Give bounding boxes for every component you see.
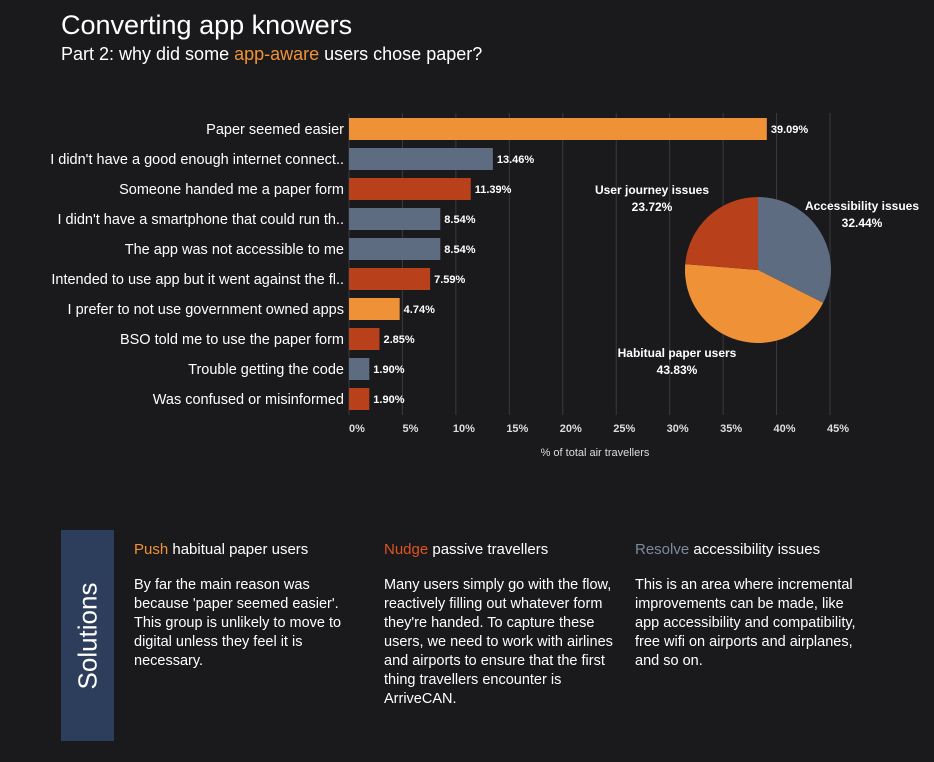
category-label: Someone handed me a paper form bbox=[119, 182, 344, 198]
x-tick-label: 45% bbox=[827, 423, 849, 435]
bar-value-label: 11.39% bbox=[475, 184, 512, 196]
bar bbox=[349, 118, 767, 140]
category-label: I didn't have a smartphone that could ru… bbox=[57, 212, 344, 228]
category-label: I didn't have a good enough internet con… bbox=[50, 152, 344, 168]
page-title: Converting app knowers bbox=[61, 10, 353, 40]
solution-heading: Nudge passive travellers bbox=[384, 540, 616, 560]
solution-nudge: Nudge passive travellers Many users simp… bbox=[384, 540, 616, 709]
bar bbox=[349, 208, 441, 230]
x-tick-label: 30% bbox=[667, 423, 689, 435]
bar bbox=[349, 298, 400, 320]
bar-value-label: 2.85% bbox=[383, 334, 414, 346]
solution-push: Push habitual paper users By far the mai… bbox=[134, 540, 366, 671]
bar-value-label: 8.54% bbox=[444, 244, 475, 256]
pie-slice bbox=[685, 197, 758, 270]
solution-body: By far the main reason was because 'pape… bbox=[134, 577, 342, 669]
x-tick-label: 40% bbox=[774, 423, 796, 435]
pie-slice bbox=[758, 197, 831, 303]
category-label: Was confused or misinformed bbox=[153, 392, 344, 408]
solution-heading-text: habitual paper users bbox=[168, 541, 309, 558]
bar-value-label: 8.54% bbox=[444, 214, 475, 226]
category-label: Trouble getting the code bbox=[188, 362, 344, 378]
pie-slice-label: User journey issues bbox=[595, 183, 709, 197]
x-tick-label: 35% bbox=[720, 423, 742, 435]
bar-value-label: 1.90% bbox=[373, 394, 404, 406]
pie-slice-label: Habitual paper users bbox=[618, 346, 737, 360]
solution-resolve: Resolve accessibility issues This is an … bbox=[635, 540, 867, 671]
bar-value-label: 39.09% bbox=[771, 124, 809, 136]
pie-slice-value: 23.72% bbox=[632, 200, 673, 214]
bar bbox=[349, 238, 441, 260]
category-label: The app was not accessible to me bbox=[125, 242, 344, 258]
category-label: BSO told me to use the paper form bbox=[120, 332, 344, 348]
solution-heading-text: accessibility issues bbox=[689, 541, 821, 558]
bar bbox=[349, 148, 493, 170]
category-label: Paper seemed easier bbox=[206, 122, 344, 138]
bar bbox=[349, 358, 370, 380]
bar bbox=[349, 388, 370, 410]
subtitle-suffix: users chose paper? bbox=[319, 44, 483, 64]
category-label: Intended to use app but it went against … bbox=[51, 272, 344, 288]
category-label: I prefer to not use government owned app… bbox=[68, 302, 344, 318]
pie-chart: Accessibility issues 32.44% Habitual paper… bbox=[595, 183, 919, 377]
bar-value-label: 1.90% bbox=[373, 364, 404, 376]
subtitle-prefix: Part 2: why did some bbox=[61, 44, 235, 64]
solution-keyword: Nudge bbox=[384, 541, 429, 558]
x-tick-label: 10% bbox=[453, 423, 475, 435]
x-tick-label: 25% bbox=[613, 423, 635, 435]
page-subtitle: Part 2: why did some app-aware users cho… bbox=[61, 44, 482, 65]
solution-body: This is an area where incremental improv… bbox=[635, 577, 856, 669]
solutions-label: Solutions bbox=[72, 582, 102, 689]
x-tick-label: 5% bbox=[402, 423, 418, 435]
pie-slice-label: Accessibility issues bbox=[805, 199, 919, 213]
x-tick-label: 20% bbox=[560, 423, 582, 435]
solution-heading: Resolve accessibility issues bbox=[635, 540, 867, 560]
bar bbox=[349, 178, 471, 200]
solution-heading: Push habitual paper users bbox=[134, 540, 366, 560]
subtitle-highlight: app-aware bbox=[234, 44, 320, 64]
pie-slice bbox=[685, 264, 824, 343]
x-tick-label: 15% bbox=[506, 423, 528, 435]
solutions-band: Solutions bbox=[61, 530, 114, 741]
pie-slice-value: 32.44% bbox=[842, 216, 883, 230]
solution-body: Many users simply go with the flow, reac… bbox=[384, 577, 613, 707]
solution-keyword: Push bbox=[134, 541, 169, 558]
solution-heading-text: passive travellers bbox=[428, 541, 549, 558]
bar-value-label: 7.59% bbox=[434, 274, 465, 286]
x-tick-label: 0% bbox=[349, 423, 365, 435]
solution-keyword: Resolve bbox=[635, 541, 690, 558]
x-axis-label: % of total air travellers bbox=[541, 447, 650, 459]
bar bbox=[349, 268, 431, 290]
bar-chart: 0% 5% 10% 15% 20% 25% 30% 35% 40% 45% % of total a… bbox=[50, 113, 849, 459]
bar bbox=[349, 328, 380, 350]
bar-value-label: 13.46% bbox=[497, 154, 535, 166]
pie-slice-value: 43.83% bbox=[657, 363, 698, 377]
bar-value-label: 4.74% bbox=[404, 304, 435, 316]
